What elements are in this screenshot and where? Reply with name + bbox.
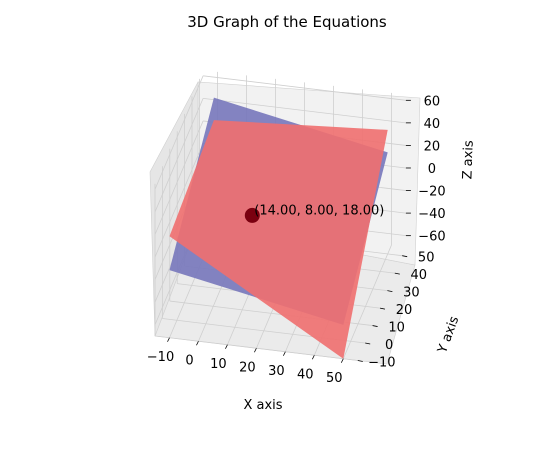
y-tick-mark [387, 290, 393, 293]
z-axis-label: Z axis [460, 140, 476, 180]
y-tick-label: 0 [385, 338, 393, 353]
y-tick-mark [394, 272, 400, 275]
x-tick-mark [167, 337, 170, 342]
x-tick-label: 20 [239, 360, 256, 375]
x-tick-mark [225, 344, 228, 349]
intersection-point-label: (14.00, 8.00, 18.00) [254, 203, 384, 218]
x-tick-label: 40 [297, 367, 314, 382]
wall-grid-line [154, 143, 204, 258]
z-tick-label: −40 [418, 207, 445, 222]
z-tick-label: 0 [428, 162, 436, 177]
x-tick-label: 50 [326, 371, 343, 386]
y-tick-label: 30 [403, 286, 420, 301]
floor-grid-line [154, 335, 358, 361]
x-tick-mark [254, 348, 257, 353]
y-tick-label: 40 [411, 268, 428, 283]
wall-grid-line [154, 120, 204, 235]
y-tick-label: 50 [418, 251, 435, 266]
x-axis-label: X axis [243, 398, 282, 413]
y-tick-label: −10 [368, 356, 395, 371]
x-tick-label: 30 [268, 364, 285, 379]
z-tick-label: 40 [424, 117, 441, 132]
z-axis-ticks: −60 −40 −20 0 20 40 60 [405, 94, 446, 245]
y-tick-mark [357, 360, 363, 362]
y-tick-mark [372, 325, 378, 327]
z-tick-label: 60 [424, 94, 441, 109]
wall-grid-line [203, 97, 406, 124]
x-tick-label: 10 [210, 357, 227, 372]
chart-title: 3D Graph of the Equations [187, 13, 387, 31]
y-tick-mark [402, 255, 408, 258]
wall-grid-line [154, 75, 204, 190]
x-axis-ticks: −10 0 10 20 30 40 50 [147, 337, 344, 386]
y-tick-mark [365, 342, 371, 345]
x-tick-mark [283, 351, 286, 356]
y-tick-mark [379, 307, 386, 310]
x-tick-mark [340, 358, 344, 363]
plane-red [169, 120, 388, 359]
y-axis-label: Y axis [435, 314, 463, 356]
x-tick-label: 0 [185, 353, 193, 368]
wall-grid-line [203, 75, 406, 101]
y-tick-label: 10 [388, 321, 405, 336]
floor-grid-line [342, 245, 392, 359]
x-tick-label: −10 [147, 350, 174, 365]
x-tick-mark [311, 355, 315, 360]
x-tick-mark [196, 341, 199, 346]
y-axis-ticks: −10 0 10 20 30 40 50 [357, 251, 435, 371]
intersection-point-marker [244, 207, 260, 223]
z-tick-label: −60 [418, 230, 445, 245]
z-tick-label: 20 [424, 139, 441, 154]
z-tick-label: −20 [418, 185, 445, 200]
wall-grid-line [154, 98, 204, 213]
y-tick-label: 20 [396, 303, 413, 318]
